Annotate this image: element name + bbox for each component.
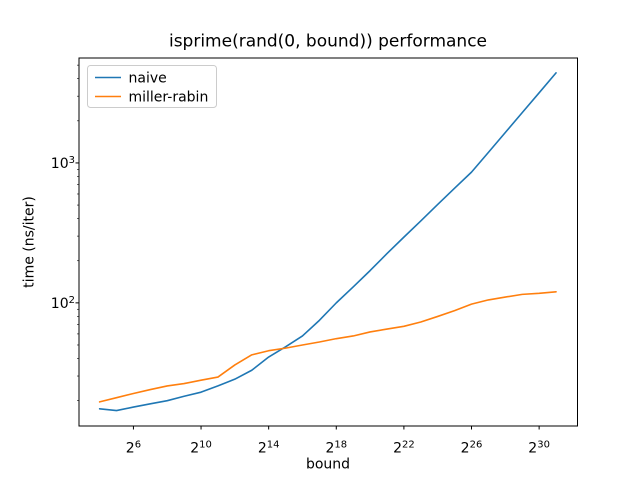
axis-ticks: 26 210 214 218 222 226 230 102 103 [51, 64, 550, 457]
chart-title: isprime(rand(0, bound)) performance [169, 32, 487, 52]
legend-label-naive: naive [129, 71, 167, 87]
data-series [98, 72, 557, 412]
x-tick-label: 230 [528, 440, 550, 457]
legend: naive miller-rabin [87, 65, 217, 108]
x-tick-label: 214 [258, 440, 280, 457]
series-line-miller-rabin [98, 290, 557, 403]
y-tick-label: 103 [51, 155, 75, 172]
legend-label-miller-rabin: miller-rabin [129, 90, 209, 106]
y-axis-label: time (ns/iter) [22, 196, 38, 288]
x-tick-label: 226 [461, 440, 483, 457]
x-tick-label: 210 [190, 440, 212, 457]
x-tick-label: 26 [126, 440, 141, 457]
plot-area-border [78, 57, 578, 427]
y-tick-label: 102 [51, 295, 75, 312]
x-tick-label: 222 [393, 440, 415, 457]
series-line-naive [98, 72, 557, 412]
x-tick-label: 218 [325, 440, 347, 457]
x-axis-label: bound [306, 457, 350, 473]
